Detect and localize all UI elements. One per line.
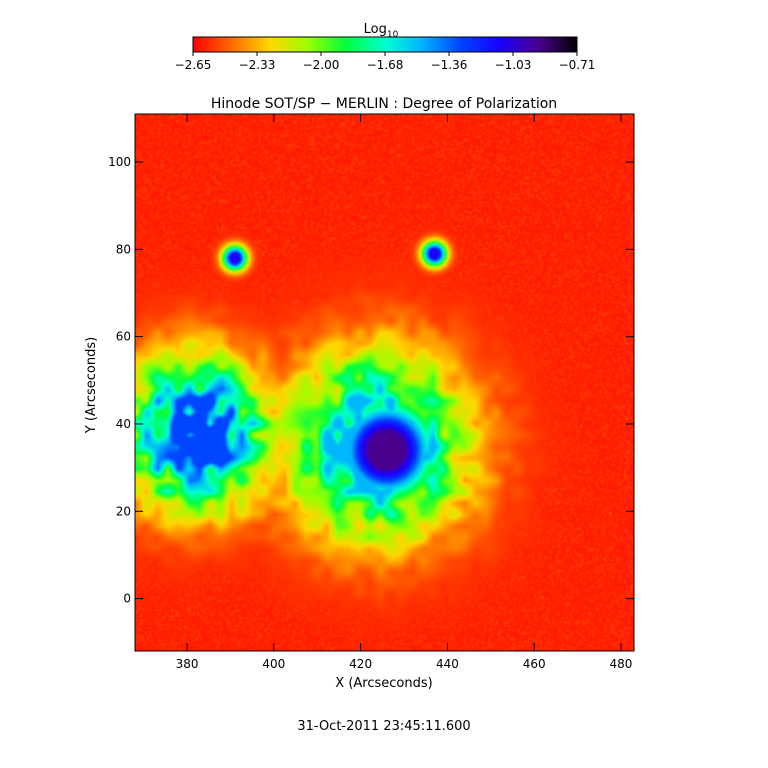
- x-tick-label: 380: [176, 657, 199, 671]
- colorbar-title: Log10: [364, 22, 399, 40]
- y-tick-label: 20: [116, 504, 131, 518]
- colorbar-tick-label: −1.36: [431, 58, 468, 72]
- x-axis-ticks: 380 400 420 440 460 480: [176, 114, 633, 671]
- y-tick-label: 80: [116, 242, 131, 256]
- chart-title: Hinode SOT/SP − MERLIN : Degree of Polar…: [211, 96, 557, 112]
- y-tick-label: 100: [108, 155, 131, 169]
- colorbar-ticks: −2.65 −2.33 −2.00 −1.68 −1.36 −1.03 −0.71: [175, 52, 596, 72]
- x-tick-label: 440: [436, 657, 459, 671]
- colorbar-tick-label: −2.00: [303, 58, 340, 72]
- timestamp: 31-Oct-2011 23:45:11.600: [297, 719, 470, 734]
- x-tick-label: 420: [349, 657, 372, 671]
- colorbar-tick-label: −1.03: [495, 58, 532, 72]
- colorbar-title-subscript: 10: [387, 30, 399, 40]
- heatmap-image: [135, 114, 634, 651]
- plot-frame: [134, 113, 635, 652]
- x-tick-label: 480: [610, 657, 633, 671]
- colorbar-tick-label: −1.68: [367, 58, 404, 72]
- x-tick-label: 400: [262, 657, 285, 671]
- y-axis-label: Y (Arcseconds): [84, 337, 99, 434]
- colorbar-tick-label: −2.65: [175, 58, 212, 72]
- y-tick-label: 60: [116, 330, 131, 344]
- colorbar-tick-label: −2.33: [239, 58, 276, 72]
- x-tick-label: 460: [523, 657, 546, 671]
- y-tick-label: 0: [123, 592, 131, 606]
- colorbar: Log10 −2.65 −2.33 −2.00 −1.68 −1.36 −1.03 −0.7…: [175, 22, 596, 72]
- colorbar-tick-label: −0.71: [559, 58, 596, 72]
- colorbar-gradient: [192, 36, 578, 53]
- y-axis-ticks: 0 20 40 60 80 100: [108, 155, 634, 606]
- plot-area: 380 400 420 440 460 480 0 20 40 60 80 100: [108, 113, 635, 671]
- y-tick-label: 40: [116, 417, 131, 431]
- x-axis-label: X (Arcseconds): [335, 676, 432, 691]
